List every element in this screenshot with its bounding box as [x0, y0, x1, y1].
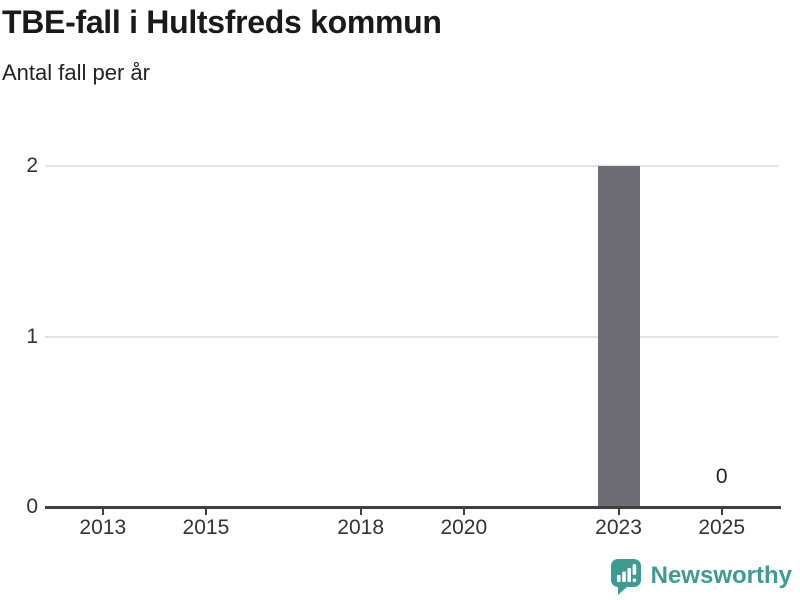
x-axis-tick: [101, 508, 104, 515]
x-axis-tick-label: 2018: [337, 516, 384, 539]
x-axis-tick: [462, 508, 465, 515]
gridline: [45, 335, 778, 338]
x-axis-tick-label: 2015: [182, 516, 230, 539]
newsworthy-logo-icon: [610, 559, 641, 595]
newsworthy-brand-name: Newsworthy: [650, 562, 792, 589]
y-axis-tick-label: 0: [26, 495, 38, 518]
x-axis-tick: [617, 508, 620, 515]
bar-value-label: 0: [715, 465, 728, 488]
chart-title: TBE-fall i Hultsfreds kommun: [2, 4, 442, 40]
x-axis-line: [45, 505, 781, 509]
gridline: [45, 165, 778, 167]
x-axis-tick-label: 2023: [595, 516, 642, 539]
newsworthy-brand: Newsworthy: [609, 557, 792, 595]
x-axis-tick: [720, 508, 723, 515]
bar: [597, 166, 640, 507]
x-axis-tick-label: 2013: [79, 516, 127, 539]
y-axis-tick-label: 1: [26, 324, 38, 348]
x-axis-tick-label: 2020: [440, 516, 488, 539]
x-axis-tick-label: 2025: [698, 516, 746, 539]
x-axis-tick: [359, 508, 362, 515]
x-axis-tick: [204, 508, 207, 515]
y-axis-tick-label: 2: [26, 154, 38, 177]
chart-subtitle: Antal fall per år: [2, 60, 150, 85]
